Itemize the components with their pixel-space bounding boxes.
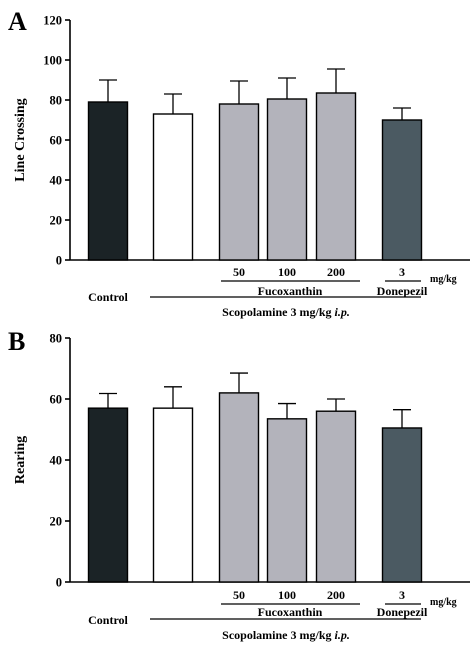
- scopolamine-route-text: i.p.: [335, 628, 350, 642]
- y-tick-label: 60: [50, 134, 63, 148]
- panel-label: B: [8, 327, 25, 356]
- bar-scopolamine-2: [152, 407, 194, 583]
- y-tick-label: 80: [50, 332, 63, 346]
- y-axis-label: Line Crossing: [13, 98, 28, 181]
- dose-unit-label: mg/kg: [430, 597, 457, 608]
- bar-fucoxanthin-4: [266, 98, 308, 261]
- y-axis-label: Rearing: [13, 436, 28, 484]
- y-tick-label: 60: [50, 393, 63, 407]
- panel-label: A: [8, 7, 27, 36]
- bar-fucoxanthin-3: [218, 103, 260, 261]
- chart-panel-b: B Rearing 0 20 40 60 80 50 100 200 3 mg/kg Control Fu…: [8, 327, 470, 642]
- dose-unit-label: mg/kg: [430, 274, 457, 285]
- donepezil-group-label: Donepezil: [377, 284, 428, 298]
- y-tick-label: 100: [43, 54, 62, 68]
- y-tick-label: 20: [50, 214, 63, 228]
- fucoxanthin-group-label: Fucoxanthin: [258, 605, 323, 619]
- y-tick-label: 20: [50, 515, 63, 529]
- y-tick-label: 120: [43, 14, 62, 28]
- y-tick-label: 0: [56, 254, 62, 268]
- bar-fucoxanthin-3: [218, 392, 260, 583]
- bar-scopolamine-2: [152, 113, 194, 261]
- bar-fucoxanthin-5: [315, 92, 357, 261]
- dose-label: 100: [278, 265, 296, 279]
- dose-label: 50: [233, 588, 245, 602]
- y-tick-label: 40: [50, 174, 63, 188]
- scopolamine-dose-text: Scopolamine 3 mg/kg: [222, 305, 334, 319]
- bar-donepezil-6: [381, 119, 423, 261]
- dose-label: 3: [399, 265, 405, 279]
- fucoxanthin-group-label: Fucoxanthin: [258, 284, 323, 298]
- bar-fucoxanthin-4: [266, 418, 308, 583]
- dose-label: 50: [233, 265, 245, 279]
- scopolamine-route-text: i.p.: [335, 305, 350, 319]
- bar-fucoxanthin-5: [315, 410, 357, 583]
- chart-panel-a: A Line Crossing 0 20 40 60 80 100 120 50 100 200 3 mg…: [8, 7, 470, 319]
- scopolamine-group-label: Scopolamine 3 mg/kg i.p.: [222, 305, 350, 319]
- dose-label: 100: [278, 588, 296, 602]
- dose-label: 200: [327, 265, 345, 279]
- donepezil-group-label: Donepezil: [377, 605, 428, 619]
- y-tick-label: 40: [50, 454, 63, 468]
- y-tick-label: 0: [56, 576, 62, 590]
- dose-label: 200: [327, 588, 345, 602]
- control-group-label: Control: [88, 290, 128, 304]
- dose-label: 3: [399, 588, 405, 602]
- bar-control-1: [87, 101, 129, 261]
- bar-donepezil-6: [381, 427, 423, 583]
- scopolamine-dose-text: Scopolamine 3 mg/kg: [222, 628, 334, 642]
- y-tick-label: 80: [50, 94, 63, 108]
- control-group-label: Control: [88, 613, 128, 627]
- scopolamine-group-label: Scopolamine 3 mg/kg i.p.: [222, 628, 350, 642]
- bar-control-1: [87, 407, 129, 583]
